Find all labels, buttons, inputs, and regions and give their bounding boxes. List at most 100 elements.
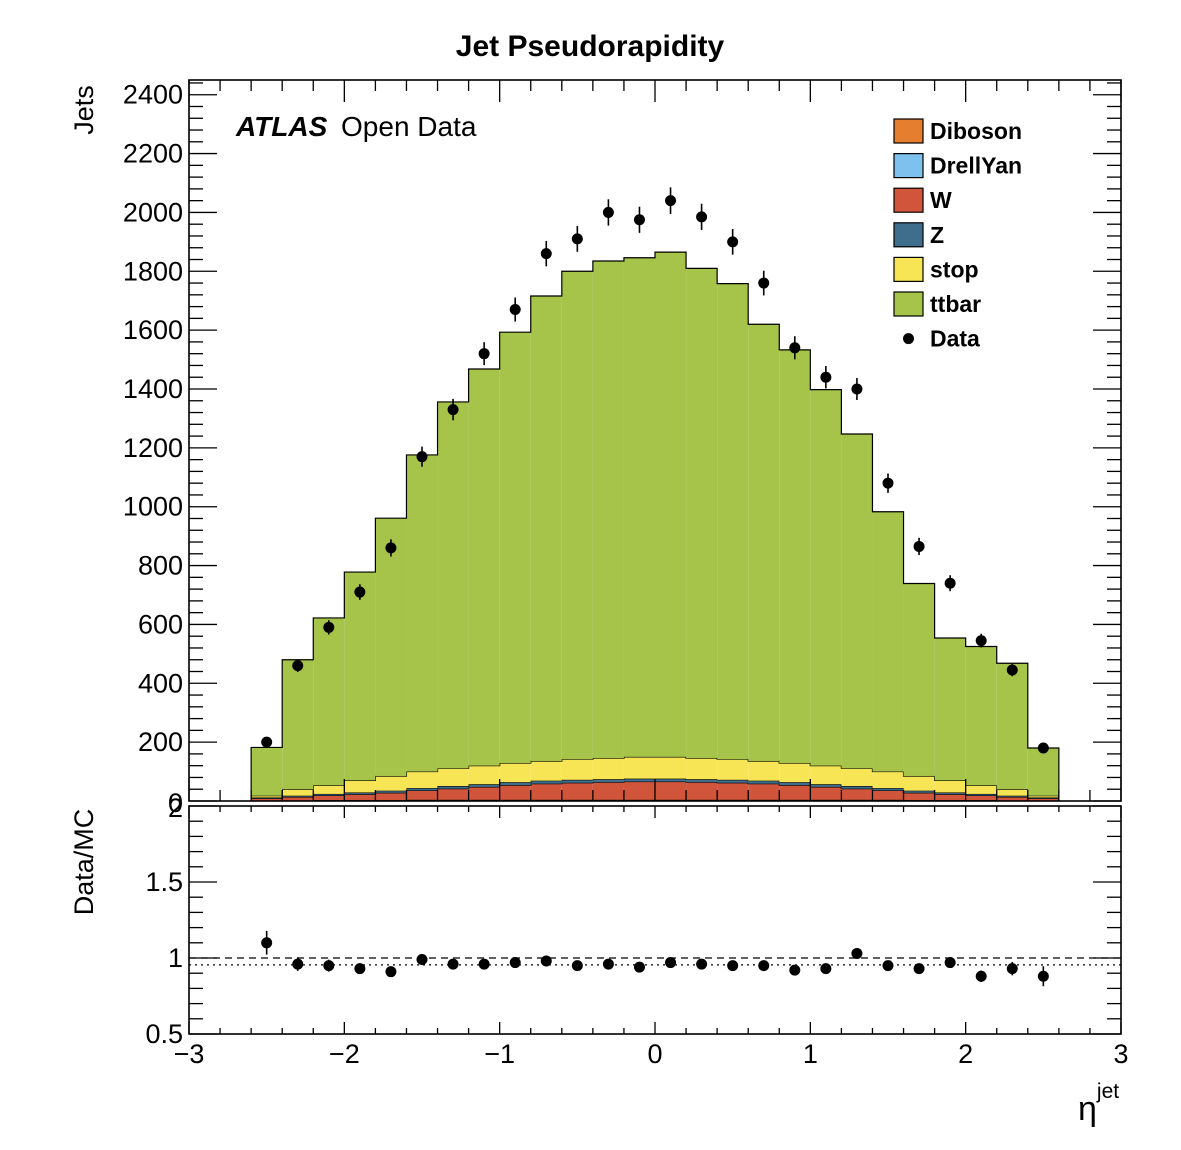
ratio-point — [820, 963, 832, 975]
bar-stop-22 — [934, 780, 966, 793]
ratio-point — [696, 958, 708, 970]
bar-z-4 — [375, 790, 407, 793]
legend-swatch — [893, 187, 924, 213]
ratio-point — [323, 960, 335, 972]
bar-ttbar-12 — [623, 257, 655, 757]
y-tick-label: 1800 — [123, 256, 183, 286]
bar-w-16 — [748, 783, 780, 800]
y-tick-label: 600 — [138, 609, 183, 639]
bar-w-14 — [686, 782, 718, 800]
legend-item-ttbar: ttbar — [893, 291, 981, 317]
ratio-points — [261, 930, 1049, 987]
data-point — [913, 540, 925, 552]
ratio-point — [789, 964, 801, 976]
axis-tick-labels: 2004006008001000120014001600180020002200… — [123, 80, 1129, 1069]
data-point — [944, 577, 956, 589]
bar-z-3 — [344, 792, 376, 795]
bar-w-20 — [872, 790, 904, 800]
bar-z-8 — [499, 782, 531, 786]
bar-stop-19 — [841, 768, 873, 786]
bar-stop-11 — [592, 758, 624, 780]
bar-z-23 — [965, 793, 997, 796]
data-point — [633, 214, 645, 226]
bar-stop-24 — [996, 789, 1028, 796]
data-point — [571, 233, 583, 245]
chart-title: Jet Pseudorapidity — [456, 30, 725, 63]
legend-swatch — [893, 256, 924, 282]
ratio-point — [540, 955, 552, 967]
bar-ttbar-4 — [375, 518, 407, 776]
bar-w-6 — [437, 788, 469, 800]
ratio-point — [447, 958, 459, 970]
x-tick-label: −3 — [174, 1039, 205, 1069]
ratio-point — [913, 963, 925, 975]
legend-item-stop: stop — [893, 256, 979, 282]
bar-w-4 — [375, 792, 407, 801]
bar-stop-10 — [561, 759, 593, 780]
ratio-point — [944, 957, 956, 969]
data-point — [323, 621, 335, 633]
legend-swatch — [893, 291, 924, 317]
data-point — [385, 542, 397, 554]
ratio-point — [633, 961, 645, 973]
data-point — [882, 477, 894, 489]
bar-w-21 — [903, 792, 935, 801]
ratio-point — [292, 958, 304, 970]
bar-w-0 — [251, 798, 283, 801]
y-tick-label: 2000 — [123, 197, 183, 227]
series-ttbar — [250, 251, 1060, 801]
bar-w-25 — [1027, 798, 1059, 801]
ratio-point — [602, 958, 614, 970]
bar-stop-23 — [965, 785, 997, 794]
bar-ttbar-13 — [655, 252, 687, 757]
x-tick-label: 1 — [803, 1039, 818, 1069]
data-point — [354, 586, 366, 598]
bar-stop-8 — [499, 763, 531, 783]
atlas-label: ATLAS Open Data — [235, 111, 477, 142]
bar-z-22 — [934, 792, 966, 795]
stacked-histogram — [250, 251, 1060, 802]
bar-z-15 — [717, 779, 749, 783]
bar-stop-17 — [779, 763, 811, 783]
bar-stop-16 — [748, 760, 780, 781]
bar-ttbar-25 — [1027, 748, 1059, 796]
bar-ttbar-6 — [437, 401, 469, 769]
bar-ttbar-16 — [748, 324, 780, 761]
legend-swatch — [893, 222, 924, 248]
ratio-point — [851, 947, 863, 959]
bar-stop-13 — [655, 756, 687, 779]
legend-label: stop — [930, 256, 979, 282]
y-tick-label: 1200 — [123, 433, 183, 463]
legend-marker — [903, 333, 914, 345]
bar-stop-2 — [313, 785, 345, 794]
data-point — [1037, 742, 1049, 754]
bar-stop-14 — [686, 758, 718, 780]
legend-item-data: Data — [903, 326, 980, 352]
ratio-frame — [188, 805, 1122, 1035]
bar-z-18 — [810, 784, 842, 787]
x-tick-label: 2 — [958, 1039, 973, 1069]
bar-ttbar-1 — [282, 659, 314, 790]
data-point — [540, 248, 552, 260]
bar-z-13 — [655, 778, 687, 782]
bar-ttbar-7 — [468, 368, 500, 766]
ratio-point — [478, 958, 490, 970]
y-tick-label: 400 — [138, 668, 183, 698]
ratio-point — [1006, 963, 1018, 975]
bar-w-19 — [841, 788, 873, 800]
bar-w-12 — [623, 781, 655, 800]
data-point — [851, 383, 863, 395]
ratio-y-tick-label: 1.5 — [145, 867, 183, 897]
y-tick-label-zero: 0 — [168, 788, 183, 818]
axis-ticks — [188, 80, 1122, 1035]
bar-z-20 — [872, 788, 904, 791]
ratio-point — [571, 960, 583, 972]
bar-ttbar-20 — [872, 511, 904, 772]
ratio-point — [261, 937, 273, 949]
y-tick-label: 2400 — [123, 80, 183, 110]
data-point — [478, 348, 490, 360]
bar-w-8 — [499, 785, 531, 800]
data-point — [509, 304, 521, 316]
bar-stop-0 — [251, 795, 283, 798]
